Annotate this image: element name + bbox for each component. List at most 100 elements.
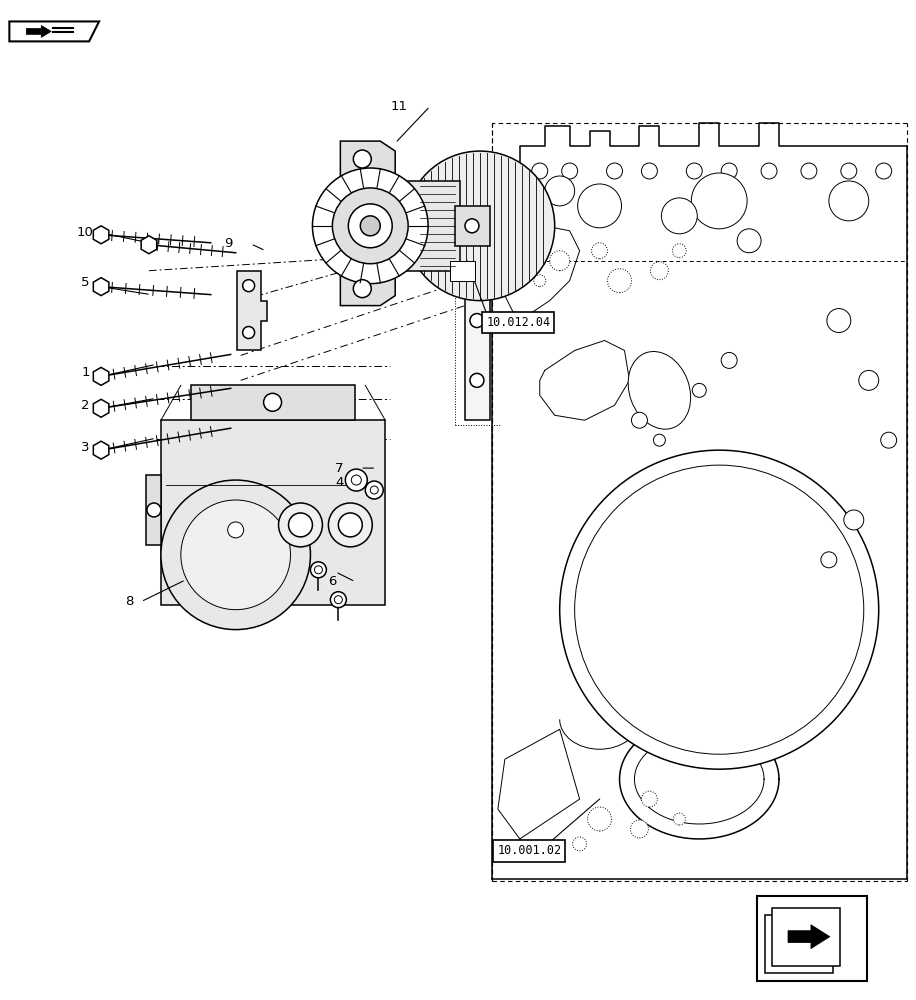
Circle shape [721, 352, 737, 368]
Circle shape [631, 412, 648, 428]
Circle shape [470, 373, 484, 387]
Circle shape [606, 163, 623, 179]
Circle shape [243, 280, 255, 292]
Polygon shape [93, 399, 109, 417]
Circle shape [545, 176, 574, 206]
Polygon shape [191, 385, 355, 420]
Circle shape [641, 163, 658, 179]
Circle shape [641, 791, 658, 807]
Circle shape [360, 216, 380, 236]
Circle shape [653, 434, 665, 446]
Circle shape [329, 503, 372, 547]
Circle shape [334, 596, 343, 604]
Circle shape [821, 552, 837, 568]
Circle shape [844, 510, 864, 530]
Polygon shape [341, 141, 395, 181]
Circle shape [650, 262, 669, 280]
Circle shape [827, 309, 851, 333]
Circle shape [801, 163, 817, 179]
Circle shape [243, 327, 255, 338]
Circle shape [228, 522, 244, 538]
Circle shape [331, 592, 346, 608]
Text: 3: 3 [82, 441, 90, 454]
Text: 6: 6 [328, 575, 336, 588]
Circle shape [354, 280, 371, 298]
Text: 9: 9 [224, 237, 232, 250]
Circle shape [829, 181, 868, 221]
Text: 10.012.04: 10.012.04 [486, 316, 551, 329]
Circle shape [661, 198, 697, 234]
Circle shape [737, 229, 761, 253]
Circle shape [405, 151, 555, 301]
Circle shape [578, 184, 621, 228]
Circle shape [560, 450, 878, 769]
Circle shape [562, 163, 578, 179]
Circle shape [365, 481, 383, 499]
Circle shape [180, 500, 290, 610]
Circle shape [841, 163, 856, 179]
Circle shape [532, 163, 548, 179]
Text: 1: 1 [82, 366, 90, 379]
Circle shape [692, 173, 747, 229]
Circle shape [338, 513, 363, 537]
Circle shape [345, 469, 367, 491]
Text: 11: 11 [390, 100, 407, 113]
Circle shape [572, 837, 586, 851]
Circle shape [264, 393, 281, 411]
Circle shape [761, 163, 777, 179]
Circle shape [574, 465, 864, 754]
Polygon shape [236, 271, 267, 350]
Bar [161, 420, 386, 605]
Circle shape [311, 562, 326, 578]
Polygon shape [146, 475, 161, 545]
Circle shape [314, 566, 322, 574]
Polygon shape [93, 367, 109, 385]
Circle shape [470, 199, 484, 213]
Circle shape [312, 168, 428, 284]
Text: 10: 10 [77, 226, 93, 239]
Circle shape [289, 513, 312, 537]
Circle shape [859, 370, 878, 390]
Polygon shape [93, 441, 109, 459]
Polygon shape [455, 206, 490, 246]
Polygon shape [465, 171, 490, 420]
Circle shape [278, 503, 322, 547]
Circle shape [880, 432, 897, 448]
Polygon shape [141, 236, 157, 254]
Polygon shape [788, 925, 830, 949]
Circle shape [352, 475, 361, 485]
Ellipse shape [628, 351, 691, 429]
Circle shape [607, 269, 631, 293]
Text: 4: 4 [335, 476, 344, 489]
Circle shape [470, 314, 484, 328]
Text: 10.001.02: 10.001.02 [497, 844, 562, 857]
Text: 5: 5 [82, 276, 90, 289]
Circle shape [161, 480, 311, 630]
Circle shape [147, 503, 161, 517]
Circle shape [333, 188, 409, 264]
Polygon shape [93, 278, 109, 296]
Bar [758, 896, 867, 981]
Circle shape [672, 244, 686, 258]
Circle shape [630, 820, 649, 838]
Circle shape [465, 219, 479, 233]
Circle shape [721, 163, 737, 179]
Circle shape [348, 204, 392, 248]
Bar [450, 261, 475, 281]
Circle shape [470, 254, 484, 268]
Bar [765, 915, 833, 973]
Circle shape [354, 150, 371, 168]
Text: 8: 8 [125, 595, 134, 608]
Circle shape [370, 486, 378, 494]
Bar [772, 908, 840, 966]
Polygon shape [9, 21, 99, 41]
Polygon shape [93, 226, 109, 244]
Circle shape [534, 275, 546, 287]
Polygon shape [341, 271, 395, 306]
Polygon shape [335, 181, 460, 271]
Circle shape [550, 251, 570, 271]
Circle shape [587, 807, 612, 831]
Text: 7: 7 [335, 462, 344, 475]
Circle shape [686, 163, 703, 179]
Circle shape [673, 813, 685, 825]
